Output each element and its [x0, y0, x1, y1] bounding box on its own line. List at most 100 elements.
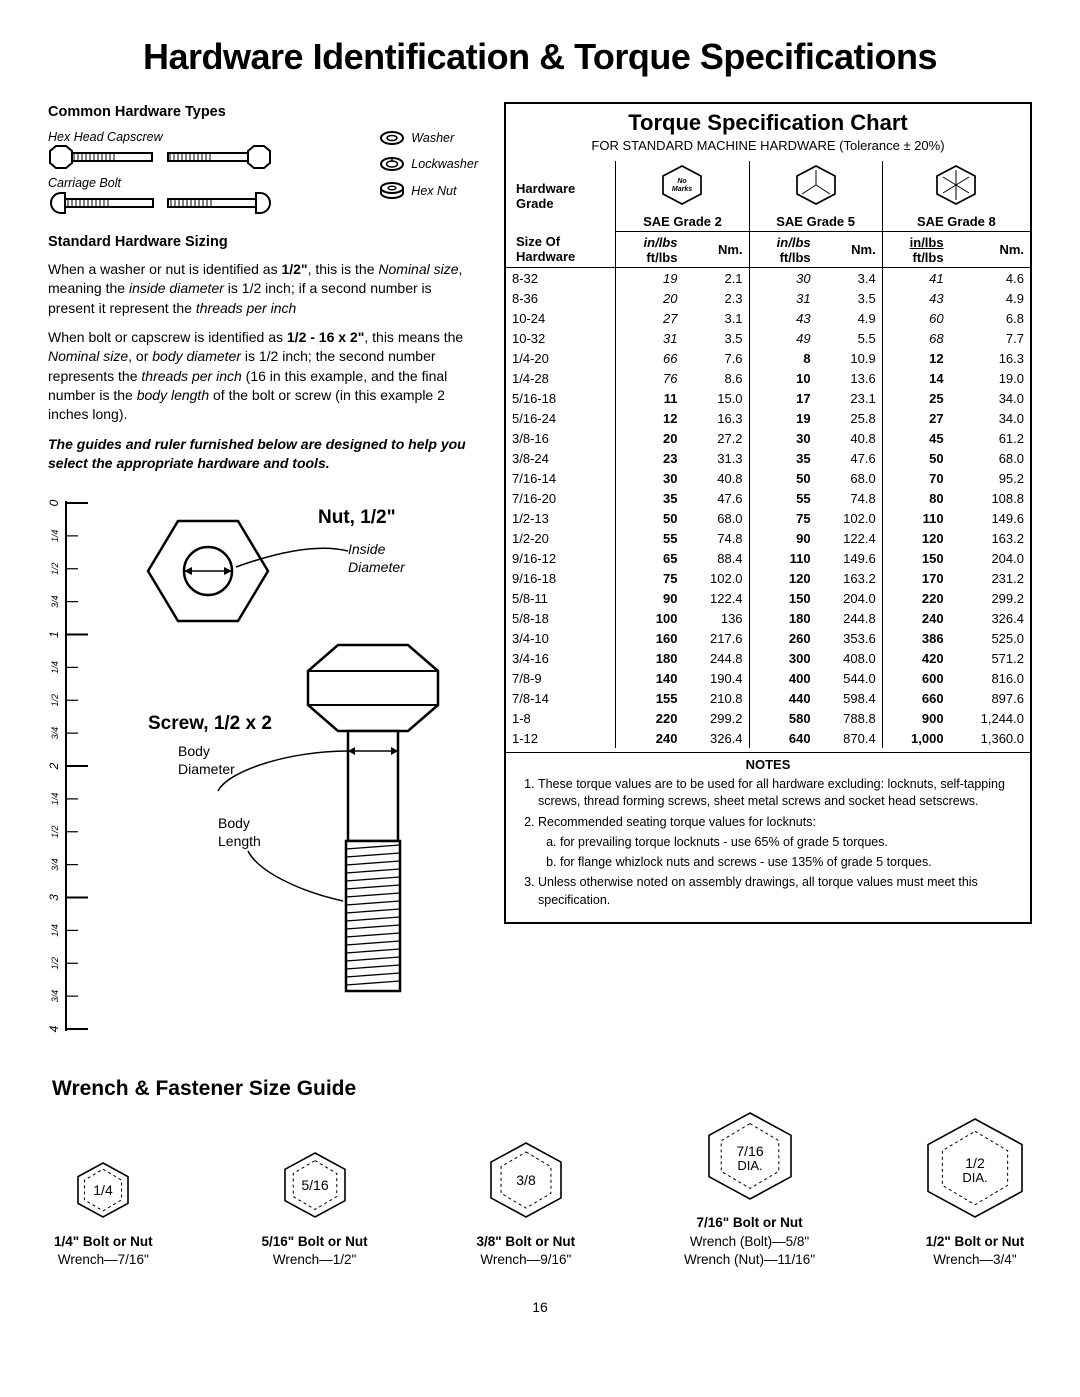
table-row: 1-12240326.4640870.41,0001,360.0 [506, 728, 1030, 748]
torque-table: Hardware Grade NoMarks [506, 161, 1030, 748]
wrench-item: 1/41/4" Bolt or NutWrench—7/16" [54, 1161, 153, 1269]
hex-grade5-icon [793, 164, 839, 206]
hex-head-icon [48, 144, 361, 170]
body-dia-2: Diameter [178, 761, 235, 777]
sizing-para-3: The guides and ruler furnished below are… [48, 435, 478, 474]
table-row: 5/16-241216.31925.82734.0 [506, 408, 1030, 428]
svg-text:1/4: 1/4 [50, 530, 60, 543]
wrench-row: 1/41/4" Bolt or NutWrench—7/16" 5/165/16"… [48, 1111, 1032, 1279]
svg-text:3/4: 3/4 [50, 727, 60, 740]
body-len-1: Body [218, 815, 250, 831]
wrench-item: 5/165/16" Bolt or NutWrench—1/2" [262, 1151, 368, 1269]
body-len-2: Length [218, 833, 261, 849]
wrench-item: 1/2DIA.1/2" Bolt or NutWrench—3/4" [924, 1117, 1026, 1269]
hexnut-icon [379, 182, 405, 200]
page-title: Hardware Identification & Torque Specifi… [48, 36, 1032, 78]
table-row: 3/8-242331.33547.65068.0 [506, 448, 1030, 468]
table-row: 3/4-16180244.8300408.0420571.2 [506, 648, 1030, 668]
hex-grade2-icon: NoMarks [659, 164, 705, 206]
left-column: Common Hardware Types Hex Head Capscrew [48, 102, 478, 1051]
table-row: 9/16-1875102.0120163.2170231.2 [506, 568, 1030, 588]
right-column: Torque Specification Chart FOR STANDARD … [504, 102, 1032, 924]
table-row: 8-36202.3313.5434.9 [506, 288, 1030, 308]
sizing-heading: Standard Hardware Sizing [48, 234, 478, 250]
svg-text:1/2: 1/2 [50, 826, 60, 839]
svg-text:1/2: 1/2 [965, 1155, 985, 1171]
hex-head-label: Hex Head Capscrew [48, 130, 361, 144]
table-row: 5/16-181115.01723.12534.0 [506, 388, 1030, 408]
table-row: 5/8-18100136180244.8240326.4 [506, 608, 1030, 628]
hex-grade8-icon [933, 164, 979, 206]
nut-label: Nut, 1/2" [318, 507, 396, 529]
wrench-item: 3/83/8" Bolt or NutWrench—9/16" [477, 1141, 576, 1269]
sizing-para-1: When a washer or nut is identified as 1/… [48, 260, 478, 318]
table-row: 3/8-162027.23040.84561.2 [506, 428, 1030, 448]
torque-chart: Torque Specification Chart FOR STANDARD … [504, 102, 1032, 924]
torque-subtitle: FOR STANDARD MACHINE HARDWARE (Tolerance… [506, 138, 1030, 153]
table-row: 9/16-126588.4110149.6150204.0 [506, 548, 1030, 568]
note-2: Recommended seating torque values for lo… [538, 814, 1016, 872]
table-row: 1/2-135068.075102.0110149.6 [506, 508, 1030, 528]
svg-text:DIA.: DIA. [962, 1170, 987, 1185]
table-row: 3/4-10160217.6260353.6386525.0 [506, 628, 1030, 648]
svg-text:1/2: 1/2 [50, 694, 60, 707]
hexnut-label: Hex Nut [411, 184, 456, 198]
note-1: These torque values are to be used for a… [538, 776, 1016, 811]
note-2b: for flange whizlock nuts and screws - us… [560, 854, 1016, 871]
svg-text:No: No [678, 178, 688, 185]
sizing-para-2: When bolt or capscrew is identified as 1… [48, 328, 478, 425]
note-3: Unless otherwise noted on assembly drawi… [538, 874, 1016, 909]
table-row: 7/8-14155210.8440598.4660897.6 [506, 688, 1030, 708]
table-row: 1/4-28768.61013.61419.0 [506, 368, 1030, 388]
table-row: 10-24273.1434.9606.8 [506, 308, 1030, 328]
inside-dia-1: Inside [348, 541, 385, 557]
page-number: 16 [48, 1299, 1032, 1315]
nut-screw-diagram: 0 1/4 1/2 3/4 1 1/4 1/2 3/4 2 1/4 1/2 3/4 3 1/4 1/2 3/4… [48, 491, 478, 1051]
wrench-item: 7/16DIA.7/16" Bolt or NutWrench (Bolt)—5… [684, 1111, 815, 1269]
washer-icon [379, 130, 405, 146]
svg-text:7/16: 7/16 [736, 1143, 763, 1159]
svg-text:DIA.: DIA. [737, 1158, 762, 1173]
inside-dia-2: Diameter [348, 559, 405, 575]
svg-text:3/4: 3/4 [50, 858, 60, 871]
svg-text:3: 3 [48, 894, 61, 901]
lockwasher-label: Lockwasher [411, 157, 478, 171]
svg-text:4: 4 [48, 1025, 61, 1032]
carriage-label: Carriage Bolt [48, 176, 361, 190]
svg-text:1/2: 1/2 [50, 957, 60, 970]
table-row: 7/16-203547.65574.880108.8 [506, 488, 1030, 508]
svg-text:5/16: 5/16 [301, 1177, 328, 1193]
svg-text:Marks: Marks [672, 186, 692, 193]
table-row: 7/8-9140190.4400544.0600816.0 [506, 668, 1030, 688]
svg-text:1/2: 1/2 [50, 563, 60, 576]
svg-text:1/4: 1/4 [94, 1182, 114, 1198]
svg-text:1/4: 1/4 [50, 793, 60, 806]
wrench-guide-heading: Wrench & Fastener Size Guide [52, 1077, 1032, 1101]
svg-text:1: 1 [48, 631, 61, 638]
table-row: 5/8-1190122.4150204.0220299.2 [506, 588, 1030, 608]
screw-label: Screw, 1/2 x 2 [148, 713, 272, 735]
carriage-icon [48, 190, 361, 216]
svg-text:3/4: 3/4 [50, 595, 60, 608]
torque-notes: These torque values are to be used for a… [506, 776, 1030, 922]
svg-text:0: 0 [48, 499, 61, 506]
svg-text:3/4: 3/4 [50, 990, 60, 1003]
svg-text:1/4: 1/4 [50, 661, 60, 674]
washer-label: Washer [411, 131, 454, 145]
table-row: 1/4-20667.6810.91216.3 [506, 348, 1030, 368]
table-row: 1/2-205574.890122.4120163.2 [506, 528, 1030, 548]
small-hardware-column: Washer Lockwasher Hex Nut [379, 130, 478, 200]
svg-text:2: 2 [48, 762, 61, 770]
table-row: 1-8220299.2580788.89001,244.0 [506, 708, 1030, 728]
body-dia-1: Body [178, 743, 210, 759]
common-hw-heading: Common Hardware Types [48, 104, 478, 120]
table-row: 8-32192.1303.4414.6 [506, 268, 1030, 289]
two-column-layout: Common Hardware Types Hex Head Capscrew [48, 102, 1032, 1051]
torque-title: Torque Specification Chart [506, 110, 1030, 136]
svg-text:3/8: 3/8 [516, 1172, 536, 1188]
svg-text:1/4: 1/4 [50, 924, 60, 937]
table-row: 7/16-143040.85068.07095.2 [506, 468, 1030, 488]
lockwasher-icon [379, 156, 405, 172]
common-hardware-types: Common Hardware Types Hex Head Capscrew [48, 104, 478, 216]
notes-heading: NOTES [506, 752, 1030, 772]
